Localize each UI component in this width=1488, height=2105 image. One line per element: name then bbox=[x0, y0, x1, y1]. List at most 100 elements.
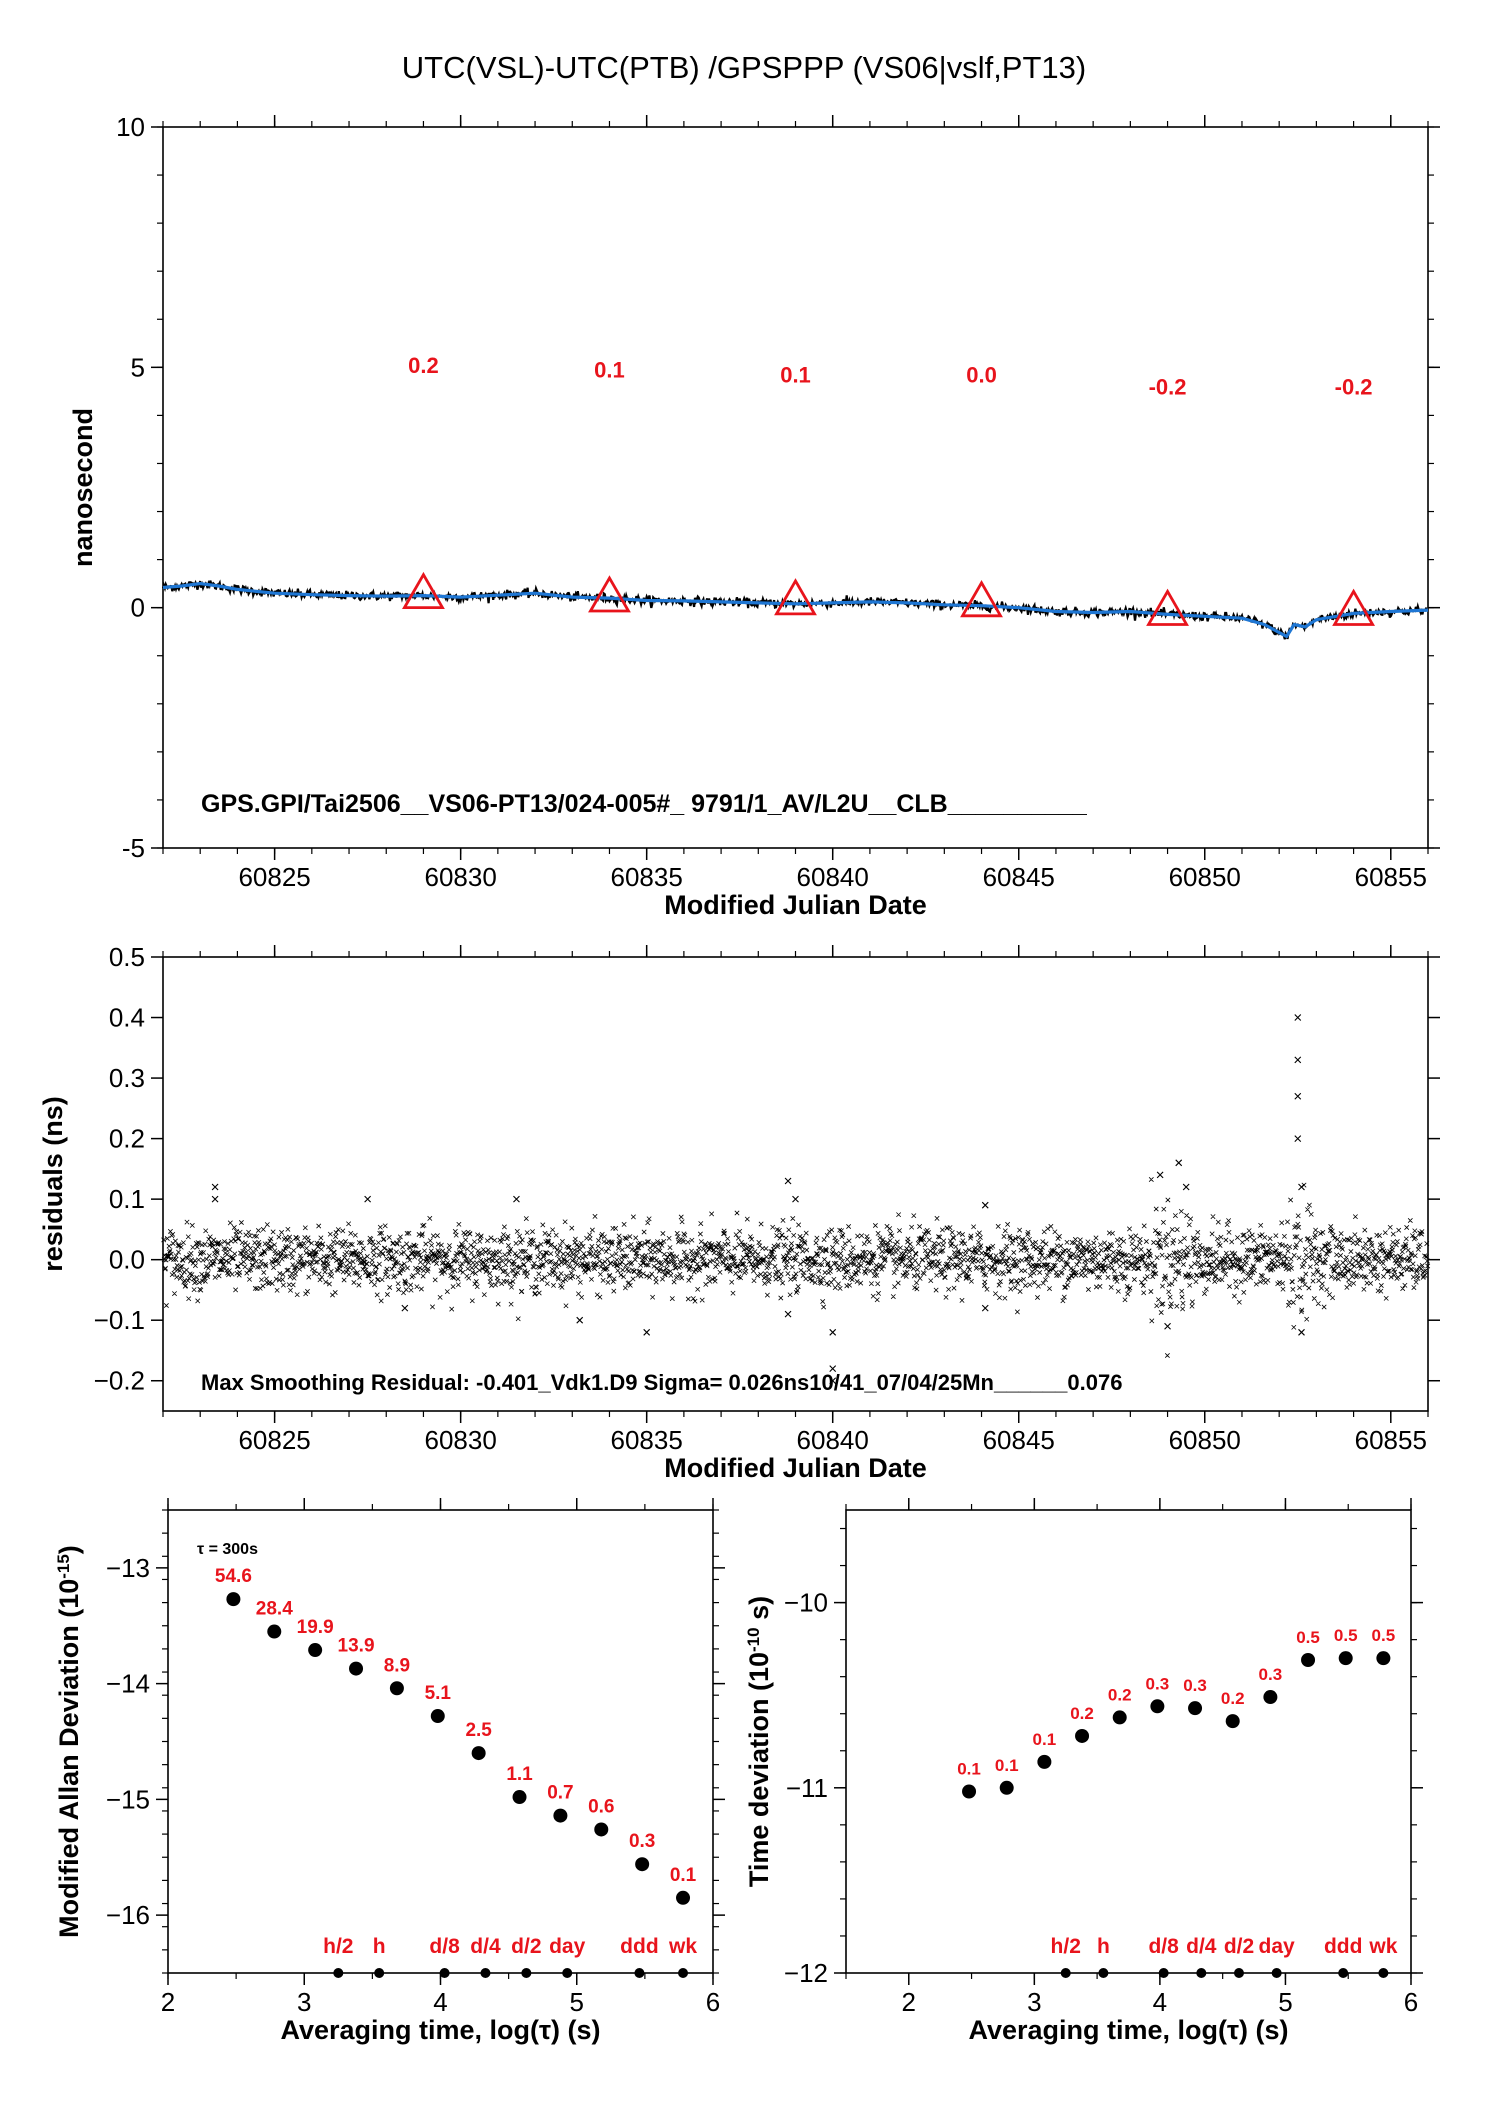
plot-frame bbox=[162, 956, 1429, 1412]
time-mark-label: h/2 bbox=[323, 1935, 353, 1958]
marker-value-label: -0.2 bbox=[1149, 375, 1187, 400]
y-axis-label: Time deviation (10-10 s) bbox=[744, 1596, 775, 1887]
residual-outlier-point bbox=[784, 1310, 792, 1318]
time-mark-point bbox=[1338, 1968, 1349, 1978]
deviation-point bbox=[1263, 1690, 1278, 1705]
y-tick-label: 5 bbox=[131, 352, 145, 382]
residual-outlier-point bbox=[401, 1304, 409, 1312]
deviation-point bbox=[1112, 1710, 1127, 1725]
point-value-label: 0.2 bbox=[1070, 1704, 1094, 1723]
deviation-point bbox=[553, 1808, 568, 1823]
time-mark-label: day bbox=[1259, 1935, 1296, 1958]
point-value-label: 0.3 bbox=[1183, 1676, 1207, 1695]
y-tick-label: 0.4 bbox=[109, 1003, 145, 1033]
x-tick-label: 2 bbox=[161, 1987, 175, 2017]
time-mark-label: wk bbox=[1368, 1935, 1397, 1958]
time-mark-label: d/8 bbox=[429, 1935, 460, 1958]
residual-outlier-point bbox=[1164, 1322, 1171, 1330]
point-value-label: 0.1 bbox=[1033, 1730, 1057, 1749]
point-value-label: 0.1 bbox=[995, 1756, 1019, 1775]
residual-outlier-point bbox=[1175, 1159, 1183, 1167]
time-mark-label: day bbox=[549, 1935, 586, 1958]
y-tick-label: −11 bbox=[786, 1773, 828, 1803]
x-tick-label: 5 bbox=[570, 1987, 584, 2017]
point-value-label: 54.6 bbox=[215, 1566, 252, 1587]
residual-outlier-point bbox=[1298, 1183, 1305, 1191]
point-value-label: 8.9 bbox=[384, 1655, 410, 1676]
x-tick-label: 60845 bbox=[983, 862, 1055, 892]
time-mark-point bbox=[480, 1968, 491, 1978]
y-tick-label: −13 bbox=[106, 1553, 150, 1583]
deviation-point bbox=[430, 1709, 445, 1724]
footnote: Max Smoothing Residual: -0.401_Vdk1.D9 S… bbox=[201, 1370, 1122, 1395]
time-mark-point bbox=[634, 1968, 645, 1978]
residual-outlier-point bbox=[1294, 1014, 1302, 1021]
point-value-label: 0.7 bbox=[547, 1783, 573, 1804]
point-value-label: 0.1 bbox=[670, 1865, 697, 1886]
point-value-label: 1.1 bbox=[506, 1764, 533, 1785]
point-value-label: 0.1 bbox=[957, 1760, 981, 1779]
point-value-label: 0.3 bbox=[629, 1831, 655, 1852]
y-tick-label: −16 bbox=[106, 1900, 150, 1930]
point-value-label: 2.5 bbox=[465, 1720, 492, 1741]
deviation-point bbox=[389, 1681, 404, 1696]
time-mark-point bbox=[1378, 1968, 1389, 1978]
deviation-point bbox=[1150, 1699, 1165, 1714]
point-value-label: 0.3 bbox=[1259, 1665, 1283, 1684]
residual-outlier-point bbox=[211, 1183, 219, 1191]
x-tick-label: 60835 bbox=[611, 1425, 683, 1455]
residual-outlier-point bbox=[981, 1304, 989, 1312]
marker-value-label: -0.2 bbox=[1335, 375, 1373, 400]
raw-data-series bbox=[161, 579, 1428, 640]
x-tick-label: 60835 bbox=[611, 862, 683, 892]
time-mark-label: ddd bbox=[1324, 1935, 1362, 1958]
tau-note: τ = 300s bbox=[197, 1541, 258, 1558]
time-mark-label: h/2 bbox=[1051, 1935, 1081, 1958]
deviation-point bbox=[962, 1784, 977, 1799]
triangle-marker bbox=[960, 580, 1003, 618]
x-tick-label: 60855 bbox=[1355, 862, 1427, 892]
time-mark-point bbox=[439, 1968, 450, 1978]
panel-modified-allan-deviation: 2 3 4 5 6 −16 −15 −14 −13 Averaging time, log(τ) … bbox=[54, 1498, 725, 2045]
deviation-point bbox=[226, 1592, 241, 1607]
y-tick-label: −14 bbox=[106, 1669, 150, 1699]
y-tick-label: −0.2 bbox=[94, 1366, 145, 1396]
panel-residuals: 60825 60830 60835 60840 60845 60850 60855 −0.2 −… bbox=[38, 942, 1440, 1483]
residual-outlier-point bbox=[643, 1328, 651, 1336]
time-mark-label: d/2 bbox=[1224, 1935, 1254, 1958]
time-mark-label: ddd bbox=[620, 1935, 658, 1958]
x-tick-label: 60840 bbox=[797, 1425, 869, 1455]
time-mark-point bbox=[1196, 1968, 1207, 1978]
y-tick-label: 0.3 bbox=[109, 1063, 145, 1093]
time-mark-label: d/2 bbox=[511, 1935, 541, 1958]
residual-outlier-point bbox=[1294, 1056, 1302, 1064]
x-axis-label: Modified Julian Date bbox=[664, 890, 927, 920]
residual-outlier-point bbox=[1156, 1171, 1164, 1179]
deviation-point bbox=[471, 1746, 486, 1761]
x-axis-label: Averaging time, log(τ) (s) bbox=[968, 2015, 1288, 2045]
residual-outlier-point bbox=[829, 1365, 837, 1373]
x-tick-label: 2 bbox=[902, 1987, 916, 2017]
time-mark-point bbox=[562, 1968, 573, 1978]
x-tick-label: 3 bbox=[1027, 1987, 1041, 2017]
y-tick-label: 0.5 bbox=[109, 942, 145, 972]
residual-outlier-point bbox=[792, 1195, 799, 1203]
point-value-label: 28.4 bbox=[256, 1599, 293, 1620]
deviation-point bbox=[1037, 1754, 1052, 1769]
residual-outlier-point bbox=[784, 1177, 792, 1185]
y-tick-label: −10 bbox=[784, 1588, 828, 1618]
time-mark-label: wk bbox=[668, 1935, 697, 1958]
deviation-point bbox=[308, 1643, 323, 1658]
time-mark-point bbox=[1158, 1968, 1169, 1978]
x-tick-label: 60855 bbox=[1355, 1425, 1427, 1455]
point-value-label: 0.6 bbox=[588, 1796, 614, 1817]
time-mark-point bbox=[1271, 1968, 1282, 1978]
triangle-marker bbox=[1332, 588, 1376, 626]
plot-frame bbox=[162, 126, 1429, 849]
deviation-point bbox=[1188, 1701, 1203, 1716]
y-tick-label: 0 bbox=[131, 593, 145, 623]
residual-outlier-point bbox=[1294, 1135, 1302, 1142]
residual-outlier-point bbox=[829, 1377, 837, 1385]
x-tick-label: 60840 bbox=[797, 862, 869, 892]
deviation-point bbox=[1338, 1651, 1353, 1666]
